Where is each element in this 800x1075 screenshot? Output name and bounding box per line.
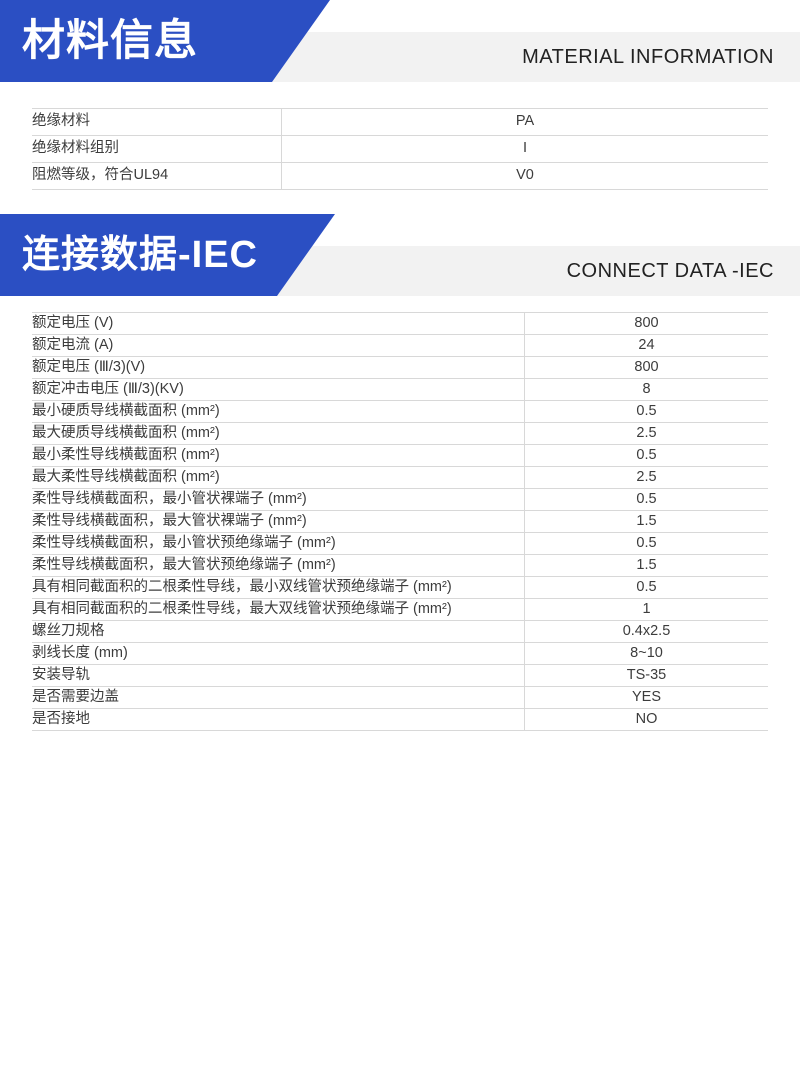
row-value: PA: [281, 108, 768, 136]
row-value: 24: [524, 334, 768, 357]
table-row: 最大柔性导线横截面积 (mm²) 2.5: [32, 466, 768, 489]
table-row: 安装导轨 TS-35: [32, 664, 768, 687]
row-value: YES: [524, 686, 768, 709]
section-title-cn: 材料信息: [22, 16, 198, 65]
row-label: 额定电压 (Ⅲ/3)(V): [32, 359, 146, 376]
row-value: TS-35: [524, 664, 768, 687]
row-value: 2.5: [524, 466, 768, 489]
row-label: 柔性导线横截面积，最小管状裸端子 (mm²): [32, 491, 307, 508]
row-value: 1: [524, 598, 768, 621]
banner-blue-tab: 材料信息: [0, 0, 330, 82]
table-row: 额定电压 (V) 800: [32, 312, 768, 335]
row-label: 具有相同截面积的二根柔性导线，最小双线管状预绝缘端子 (mm²): [32, 579, 452, 596]
row-value: 1.5: [524, 510, 768, 533]
row-label: 具有相同截面积的二根柔性导线，最大双线管状预绝缘端子 (mm²): [32, 601, 452, 618]
row-label: 安装导轨: [32, 667, 90, 684]
row-value: 0.4x2.5: [524, 620, 768, 643]
row-label: 是否需要边盖: [32, 689, 119, 706]
table-row: 最大硬质导线横截面积 (mm²) 2.5: [32, 422, 768, 445]
table-row: 是否接地 NO: [32, 708, 768, 731]
table-row: 最小柔性导线横截面积 (mm²) 0.5: [32, 444, 768, 467]
table-row: 额定冲击电压 (Ⅲ/3)(KV) 8: [32, 378, 768, 401]
material-information-table: 绝缘材料 PA 绝缘材料组别 I 阻燃等级，符合UL94 V0: [32, 108, 768, 190]
table-row: 柔性导线横截面积，最小管状预绝缘端子 (mm²) 0.5: [32, 532, 768, 555]
section-title-cn: 连接数据-IEC: [22, 234, 259, 276]
row-label: 额定电流 (A): [32, 337, 114, 354]
row-value: 8: [524, 378, 768, 401]
table-row: 具有相同截面积的二根柔性导线，最小双线管状预绝缘端子 (mm²) 0.5: [32, 576, 768, 599]
row-label: 剥线长度 (mm): [32, 645, 128, 662]
row-label: 是否接地: [32, 711, 90, 728]
table-row: 是否需要边盖 YES: [32, 686, 768, 709]
row-value: 1.5: [524, 554, 768, 577]
section-banner-connect-data: 连接数据-IEC CONNECT DATA -IEC: [0, 214, 800, 304]
row-label: 最大柔性导线横截面积 (mm²): [32, 469, 220, 486]
table-row: 额定电压 (Ⅲ/3)(V) 800: [32, 356, 768, 379]
row-value: 0.5: [524, 488, 768, 511]
row-label: 柔性导线横截面积，最大管状预绝缘端子 (mm²): [32, 557, 336, 574]
row-value: 0.5: [524, 532, 768, 555]
spec-sheet-page: 材料信息 MATERIAL INFORMATION 绝缘材料 PA 绝缘材料组别…: [0, 0, 800, 731]
row-value: 800: [524, 312, 768, 335]
row-label: 最小硬质导线横截面积 (mm²): [32, 403, 220, 420]
row-label: 柔性导线横截面积，最小管状预绝缘端子 (mm²): [32, 535, 336, 552]
section-title-en: MATERIAL INFORMATION: [522, 46, 774, 68]
row-value: I: [281, 135, 768, 163]
row-label: 螺丝刀规格: [32, 623, 105, 640]
row-label: 柔性导线横截面积，最大管状裸端子 (mm²): [32, 513, 307, 530]
row-label: 额定电压 (V): [32, 315, 114, 331]
table-row: 柔性导线横截面积，最小管状裸端子 (mm²) 0.5: [32, 488, 768, 511]
table-row: 具有相同截面积的二根柔性导线，最大双线管状预绝缘端子 (mm²) 1: [32, 598, 768, 621]
connect-data-iec-table: 额定电压 (V) 800 额定电流 (A) 24 额定电压 (Ⅲ/3)(V) 8…: [32, 312, 768, 731]
section-title-en: CONNECT DATA -IEC: [566, 260, 774, 282]
banner-blue-tab: 连接数据-IEC: [0, 214, 335, 296]
row-value: V0: [281, 162, 768, 190]
table-row: 最小硬质导线横截面积 (mm²) 0.5: [32, 400, 768, 423]
table-row: 柔性导线横截面积，最大管状预绝缘端子 (mm²) 1.5: [32, 554, 768, 577]
row-label: 阻燃等级，符合UL94: [32, 167, 169, 184]
row-value: 0.5: [524, 576, 768, 599]
row-label: 额定冲击电压 (Ⅲ/3)(KV): [32, 381, 184, 398]
table-row: 绝缘材料组别 I: [32, 135, 768, 163]
section-banner-material: 材料信息 MATERIAL INFORMATION: [0, 0, 800, 90]
row-value: 8~10: [524, 642, 768, 665]
table-row: 阻燃等级，符合UL94 V0: [32, 162, 768, 190]
table-row: 绝缘材料 PA: [32, 108, 768, 136]
row-value: 0.5: [524, 400, 768, 423]
row-value: 800: [524, 356, 768, 379]
row-value: 2.5: [524, 422, 768, 445]
table-row: 螺丝刀规格 0.4x2.5: [32, 620, 768, 643]
row-label: 绝缘材料组别: [32, 140, 119, 157]
table-row: 剥线长度 (mm) 8~10: [32, 642, 768, 665]
row-label: 最小柔性导线横截面积 (mm²): [32, 447, 220, 464]
table-row: 额定电流 (A) 24: [32, 334, 768, 357]
row-value: 0.5: [524, 444, 768, 467]
row-value: NO: [524, 708, 768, 731]
table-row: 柔性导线横截面积，最大管状裸端子 (mm²) 1.5: [32, 510, 768, 533]
section-spacer: [0, 190, 800, 214]
row-label: 绝缘材料: [32, 113, 90, 130]
row-label: 最大硬质导线横截面积 (mm²): [32, 425, 220, 442]
